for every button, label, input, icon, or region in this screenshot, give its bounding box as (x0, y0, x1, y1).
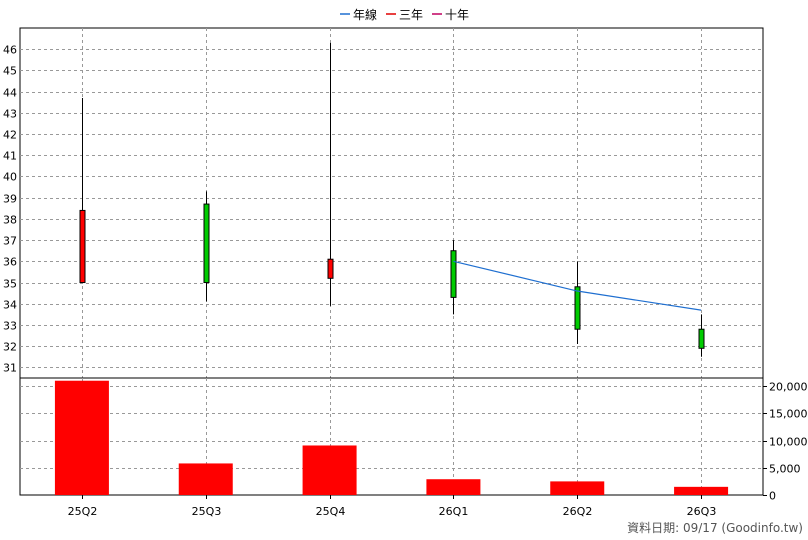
price-tick-label: 34 (3, 299, 17, 312)
x-tick-label: 26Q3 (687, 505, 717, 518)
candle-body (327, 258, 334, 279)
volume-bar (426, 479, 481, 495)
price-tick-label: 42 (3, 129, 17, 142)
x-tick-label: 26Q2 (563, 505, 593, 518)
candle-body (574, 286, 581, 330)
volume-tick-label: 20,000 (769, 381, 808, 394)
candle-body (79, 209, 86, 284)
price-tick-label: 31 (3, 362, 17, 375)
candle-body (203, 203, 210, 284)
legend-item-label: 十年 (445, 8, 469, 22)
volume-panel: 0 5,000 10,000 15,000 20,000 (19, 377, 808, 503)
volume-panel-frame (19, 377, 764, 496)
candle-body (698, 328, 705, 349)
legend-item-label: 年線 (353, 7, 377, 22)
volume-bar (550, 481, 605, 495)
x-tick-label: 25Q4 (316, 505, 346, 518)
price-panel: 31 32 33 34 35 36 37 38 39 40 41 42 43 44 45 46 (3, 27, 764, 379)
price-tick-label: 38 (3, 214, 17, 227)
volume-bar (302, 445, 357, 495)
price-tick-label: 45 (3, 65, 17, 78)
footer-source: 資料日期: 09/17 (Goodinfo.tw) (627, 521, 803, 535)
candle-body (450, 250, 457, 298)
price-tick-label: 40 (3, 171, 17, 184)
price-tick-label: 43 (3, 108, 17, 121)
volume-tick-label: 10,000 (769, 436, 808, 449)
volume-bar (54, 380, 109, 495)
moving-average-line (453, 260, 702, 311)
volume-tick-label: 15,000 (769, 408, 808, 421)
price-tick-label: 37 (3, 235, 17, 248)
volume-tick-label: 5,000 (769, 463, 801, 476)
x-tick-label: 26Q1 (439, 505, 469, 518)
volume-tick-label: 0 (769, 490, 776, 503)
legend-item-label: 三年 (399, 8, 423, 22)
price-tick-label: 36 (3, 256, 17, 269)
legend: 年線 三年 十年 (340, 7, 469, 22)
price-tick-label: 33 (3, 320, 17, 333)
price-tick-label: 44 (3, 87, 17, 100)
price-tick-label: 46 (3, 44, 17, 57)
price-tick-label: 39 (3, 193, 17, 206)
price-tick-label: 41 (3, 150, 17, 163)
price-tick-label: 35 (3, 278, 17, 291)
volume-bar (178, 463, 233, 495)
price-tick-label: 32 (3, 341, 17, 354)
x-tick-label: 25Q3 (192, 505, 222, 518)
volume-bar (674, 486, 729, 495)
x-tick-label: 25Q2 (68, 505, 98, 518)
x-axis: 25Q2 25Q3 25Q4 26Q1 26Q2 26Q3 (68, 495, 717, 518)
